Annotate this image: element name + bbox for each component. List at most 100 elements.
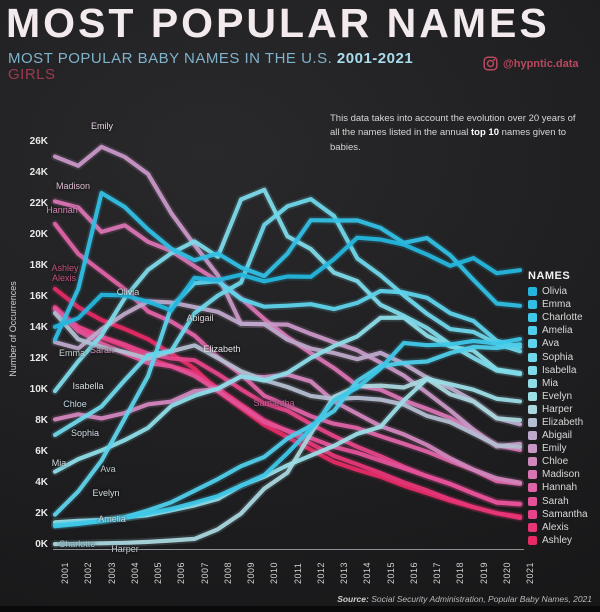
legend-swatch-icon [528, 470, 537, 480]
y-tick-label: 14K [29, 322, 48, 333]
series-label-sophia: Sophia [70, 428, 100, 438]
line-series-ava [52, 279, 523, 517]
line-series-emma [52, 190, 523, 342]
annotation-text-after: names given to babies. [330, 127, 567, 153]
annotation-bold-text: top 10 [471, 127, 499, 139]
legend-swatch-icon [528, 509, 537, 519]
legend-swatch-icon [528, 326, 537, 336]
legend-name: Harper [542, 403, 573, 415]
legend-item: Sophia [528, 350, 600, 363]
legend-swatch-icon [528, 352, 537, 362]
legend-name: Mia [542, 377, 559, 389]
annotation-text: This data takes into account the evoluti… [330, 113, 576, 139]
legend-swatch-icon [528, 339, 537, 349]
legend-swatch-icon [528, 287, 537, 297]
line-series-madison [52, 199, 523, 453]
series-label-olivia: Olivia [116, 287, 140, 297]
line-series-olivia [52, 235, 523, 329]
y-tick-label: 24K [29, 167, 48, 178]
series-label-alexis: Alexis [51, 273, 77, 283]
series-label-madison: Madison [55, 181, 91, 191]
y-tick-label: 10K [29, 384, 48, 395]
legend-items: Olivia Emma Charlotte Amelia Ava Sophia Isabel… [528, 285, 600, 547]
series-label-harper: Harper [111, 544, 139, 554]
legend-name: Evelyn [542, 390, 573, 402]
legend-name: Madison [542, 469, 580, 481]
y-tick-label: 18K [29, 260, 48, 271]
legend-item: Emma [528, 298, 600, 311]
y-tick-label: 0K [35, 539, 48, 550]
legend-item: Hannah [528, 481, 600, 494]
legend-swatch-icon [528, 313, 537, 323]
line-series-isabella [52, 187, 523, 394]
line-series-charlotte [52, 337, 523, 529]
bottom-border [0, 606, 600, 612]
line-series-abigail [52, 299, 523, 427]
legend-title: NAMES [528, 270, 571, 282]
legend-name: Elizabeth [542, 416, 584, 428]
source-prefix: Source: [337, 594, 372, 604]
line-series-emily [52, 144, 523, 449]
legend-name: Ashley [542, 534, 573, 546]
source-note: Source: Social Security Administration, … [337, 594, 592, 604]
legend-swatch-icon [528, 444, 537, 454]
legend-swatch-icon [528, 417, 537, 427]
legend-name: Sarah [542, 495, 569, 507]
category-label: GIRLS [8, 66, 56, 83]
legend-item: Elizabeth [528, 416, 600, 429]
legend-name: Sophia [542, 351, 574, 363]
instagram-handle: @hypntic.data [503, 57, 579, 70]
instagram-badge: @hypntic.data [483, 56, 579, 71]
legend-item: Ava [528, 337, 600, 350]
legend-item: Evelyn [528, 390, 600, 403]
legend-item: Ashley [528, 534, 600, 547]
legend-item: Sarah [528, 495, 600, 508]
subtitle: MOST POPULAR BABY NAMES IN THE U.S. 2001… [8, 50, 413, 67]
legend-item: Harper [528, 403, 600, 416]
legend-name: Emily [542, 443, 567, 455]
legend-swatch-icon [528, 404, 537, 414]
legend-item: Chloe [528, 455, 600, 468]
series-label-ava: Ava [100, 464, 116, 474]
y-tick-label: 12K [29, 353, 48, 364]
line-series-sophia [52, 197, 523, 437]
y-tick-label: 26K [29, 136, 48, 147]
legend-item: Mia [528, 377, 600, 390]
legend-item: Emily [528, 442, 600, 455]
legend-swatch-icon [528, 496, 537, 506]
legend-name: Hannah [542, 482, 578, 494]
legend-name: Ava [542, 338, 560, 350]
source-text: Social Security Administration, Popular … [371, 594, 592, 604]
line-series-harper [52, 376, 523, 547]
y-tick-label: 22K [29, 198, 48, 209]
legend-item: Isabella [528, 364, 600, 377]
series-label-samantha: Samantha [253, 398, 295, 408]
legend-item: Madison [528, 468, 600, 481]
y-tick-label: 6K [35, 446, 48, 457]
legend-name: Amelia [542, 325, 573, 337]
series-label-amelia: Amelia [98, 514, 126, 524]
legend-item: Olivia [528, 285, 600, 298]
series-label-isabella: Isabella [72, 381, 104, 391]
legend-name: Charlotte [542, 312, 583, 324]
legend-item: Abigail [528, 429, 600, 442]
series-label-ashley: Ashley [51, 263, 79, 273]
series-label-mia: Mia [51, 458, 67, 468]
legend: NAMES Olivia Emma Charlotte Amelia Ava Sophia… [528, 270, 600, 547]
series-label-chloe: Chloe [63, 399, 87, 409]
legend-item: Charlotte [528, 311, 600, 324]
legend-item: Amelia [528, 324, 600, 337]
legend-name: Olivia [542, 286, 568, 298]
legend-swatch-icon [528, 522, 537, 532]
legend-swatch-icon [528, 378, 537, 388]
legend-swatch-icon [528, 300, 537, 310]
series-label-elizabeth: Elizabeth [203, 344, 241, 354]
legend-name: Alexis [542, 521, 569, 533]
instagram-icon [483, 56, 498, 71]
series-label-emma: Emma [58, 348, 86, 358]
legend-name: Abigail [542, 430, 573, 442]
series-label-sarah: Sarah [89, 345, 115, 355]
legend-swatch-icon [528, 535, 537, 545]
